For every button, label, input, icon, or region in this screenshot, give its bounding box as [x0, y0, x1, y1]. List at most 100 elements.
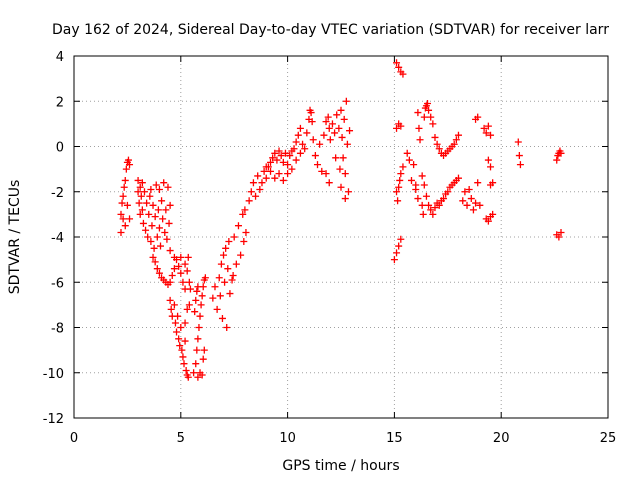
data-point: [254, 172, 262, 180]
data-point: [435, 201, 443, 209]
data-point: [121, 222, 129, 230]
data-point: [229, 271, 237, 279]
data-point: [415, 124, 423, 132]
data-point: [476, 201, 484, 209]
data-point: [181, 337, 189, 345]
data-point: [221, 278, 229, 286]
data-point: [184, 253, 192, 261]
data-point: [395, 242, 403, 250]
data-point: [222, 244, 230, 252]
data-point: [183, 305, 191, 313]
data-point: [469, 206, 477, 214]
data-point: [410, 161, 418, 169]
data-point: [217, 260, 225, 268]
data-point: [444, 188, 452, 196]
data-point: [171, 319, 179, 327]
data-point: [318, 167, 326, 175]
data-point: [142, 226, 150, 234]
data-point: [292, 156, 300, 164]
data-point: [184, 373, 192, 381]
y-tick-label: 0: [56, 141, 64, 156]
x-axis: 0 5 10 15 20 25: [70, 56, 616, 446]
data-point: [311, 152, 319, 160]
data-point: [284, 170, 292, 178]
data-point: [167, 305, 175, 313]
data-point: [429, 120, 437, 128]
data-point: [325, 179, 333, 187]
data-point: [267, 158, 275, 166]
data-point: [454, 131, 462, 139]
data-point: [153, 265, 161, 273]
data-point: [159, 215, 167, 223]
data-point: [232, 260, 240, 268]
plot-frame: [73, 55, 609, 419]
data-point: [136, 183, 144, 191]
data-point: [326, 136, 334, 144]
data-point: [397, 122, 405, 130]
data-point: [199, 355, 207, 363]
data-point: [557, 149, 565, 157]
data-point: [431, 133, 439, 141]
data-point: [148, 222, 156, 230]
data-point: [137, 192, 145, 200]
data-point: [396, 176, 404, 184]
data-point: [161, 228, 169, 236]
data-point: [155, 185, 163, 193]
data-point: [284, 161, 292, 169]
data-point: [185, 278, 193, 286]
data-point: [117, 210, 125, 218]
x-tick-label: 10: [279, 431, 296, 446]
data-point: [136, 210, 144, 218]
data-point: [465, 185, 473, 193]
data-point: [288, 165, 296, 173]
data-point: [332, 154, 340, 162]
data-point: [174, 312, 182, 320]
data-point: [269, 154, 277, 162]
data-point: [394, 197, 402, 205]
data-point: [151, 213, 159, 221]
data-point: [179, 278, 187, 286]
data-point: [160, 179, 168, 187]
data-point: [294, 131, 302, 139]
data-point: [193, 287, 201, 295]
data-point: [484, 156, 492, 164]
data-point: [467, 195, 475, 203]
y-tick-label: -2: [51, 186, 64, 201]
data-point: [152, 181, 160, 189]
data-point: [150, 244, 158, 252]
data-point: [194, 283, 202, 291]
y-tick-label: -8: [51, 322, 64, 337]
data-point: [419, 210, 427, 218]
data-point: [422, 192, 430, 200]
data-point: [427, 206, 435, 214]
data-point: [271, 149, 279, 157]
data-point: [119, 215, 127, 223]
data-point: [335, 124, 343, 132]
data-point: [153, 233, 161, 241]
data-point: [427, 113, 435, 121]
data-point: [155, 224, 163, 232]
data-point: [119, 192, 127, 200]
data-point: [463, 201, 471, 209]
data-point: [553, 156, 561, 164]
data-point: [151, 258, 159, 266]
data-point: [192, 296, 200, 304]
data-point: [459, 197, 467, 205]
data-point: [122, 165, 130, 173]
y-tick-label: -10: [43, 367, 64, 382]
data-point: [126, 161, 134, 169]
data-point: [213, 305, 221, 313]
data-point: [177, 269, 185, 277]
x-tick-label: 25: [600, 431, 617, 446]
data-point: [140, 188, 148, 196]
y-tick-label: -12: [43, 412, 64, 427]
x-tick-label: 5: [177, 431, 185, 446]
data-point: [337, 106, 345, 114]
data-point: [216, 292, 224, 300]
data-point: [173, 328, 181, 336]
data-point: [474, 179, 482, 187]
data-point: [279, 176, 287, 184]
data-point: [343, 140, 351, 148]
data-point: [154, 206, 162, 214]
